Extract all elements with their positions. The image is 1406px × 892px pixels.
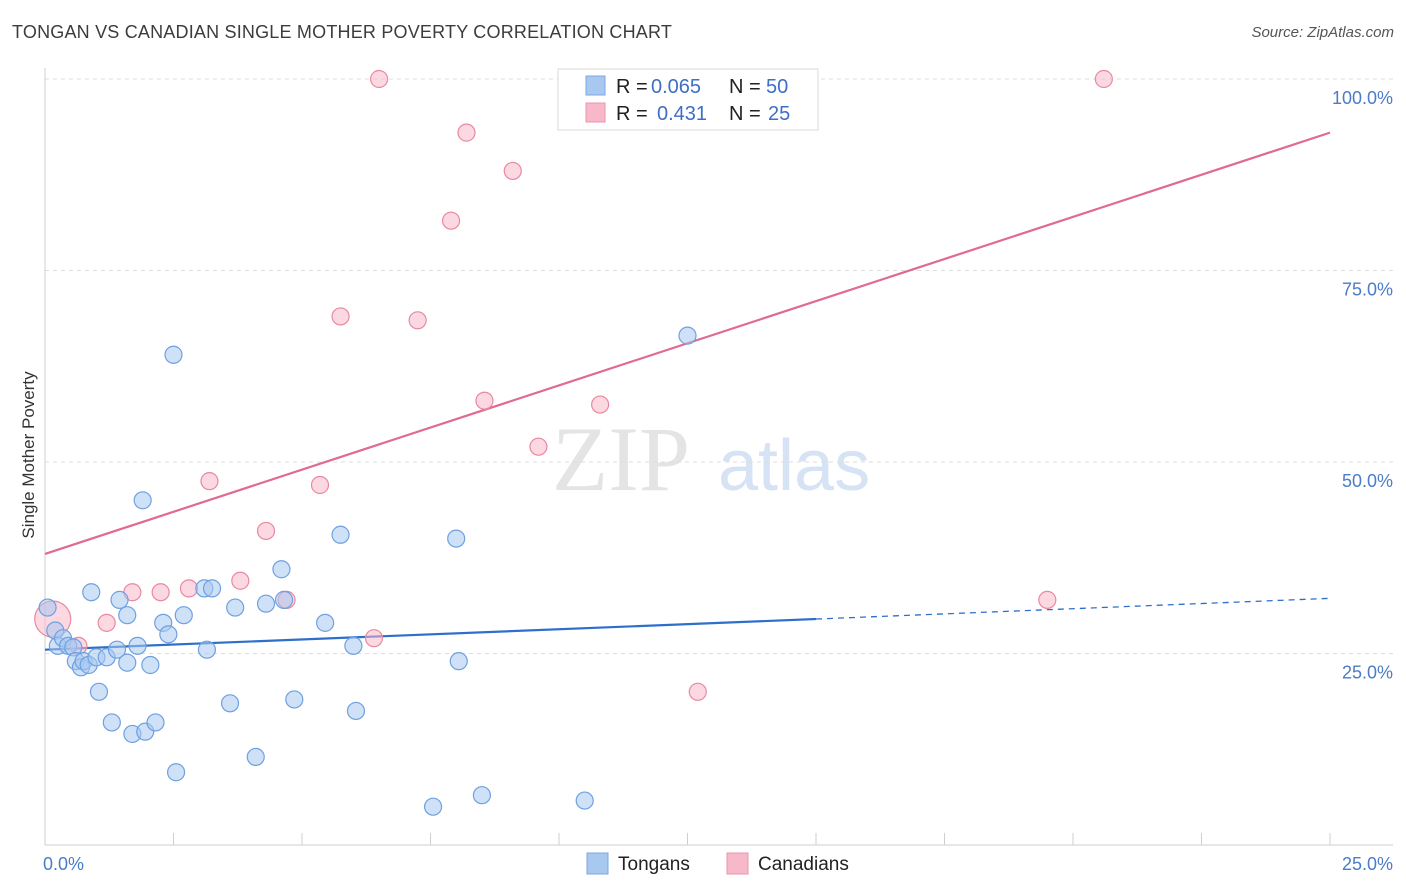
legend-n-value-canadians: 25 [768,103,790,125]
legend-n-label-canadians: N = [729,103,761,125]
bottom-legend: Tongans Canadians [586,852,849,875]
legend-r-label-tongans: R = [616,76,648,98]
point-tongans [107,640,127,659]
bottom-legend-label-canadians: Canadians [758,854,849,875]
legend-r-value-canadians: 0.431 [657,103,707,125]
point-canadians [441,211,461,230]
trend-line-extension-tongans [815,597,1331,620]
legend-r-value-tongans: 0.065 [651,76,701,98]
point-tongans [133,491,152,510]
point-tongans [423,797,443,816]
point-tongans [174,606,193,625]
point-canadians [457,123,476,142]
point-canadians [591,395,610,414]
point-tongans [118,653,137,672]
point-canadians [370,69,389,89]
point-tongans [274,590,294,609]
point-tongans [285,690,304,709]
point-tongans [346,701,366,721]
point-tongans [202,579,222,598]
y-tick-label: 100.0% [1332,88,1393,108]
point-canadians [151,583,170,602]
point-canadians [231,571,250,590]
legend-swatch-tongans [585,75,606,96]
point-tongans [272,560,291,579]
point-canadians [1038,590,1057,609]
point-canadians [364,629,384,648]
point-tongans [197,640,217,659]
x-tick-labels: 0.0% 25.0% [43,854,1393,874]
data-points [34,69,1113,816]
point-tongans [344,636,363,655]
point-tongans [146,713,165,732]
point-canadians [1094,69,1113,89]
legend-n-value-tongans: 50 [766,76,788,98]
axes [44,68,1393,846]
point-canadians [475,391,494,410]
point-tongans [678,326,697,345]
point-canadians [256,521,276,541]
x-tick-label-min: 0.0% [43,854,84,874]
watermark-zip: ZIP [552,408,690,510]
y-axis-label: Single Mother Poverty [19,371,38,539]
grid-lines [45,78,1393,654]
legend-swatch-canadians [585,102,606,123]
y-tick-label: 50.0% [1342,471,1393,491]
chart-title: TONGAN VS CANADIAN SINGLE MOTHER POVERTY… [12,22,673,42]
point-tongans [164,345,183,364]
point-canadians [529,437,548,456]
legend-n-label-tongans: N = [729,76,761,98]
point-tongans [316,613,335,632]
bottom-legend-swatch-tongans [586,852,609,875]
point-tongans [110,590,129,609]
point-tongans [38,598,57,617]
point-tongans [256,594,276,613]
bottom-legend-swatch-canadians [726,852,749,875]
point-tongans [159,625,178,644]
point-canadians [97,613,116,632]
point-canadians [179,579,199,598]
point-canadians [688,682,707,701]
point-tongans [575,791,594,810]
point-tongans [166,763,186,782]
point-canadians [331,307,350,326]
point-tongans [220,694,240,713]
trend-line-tongans [44,617,817,651]
y-tick-label: 75.0% [1342,280,1393,300]
y-tick-labels: 25.0% 50.0% 75.0% 100.0% [1332,88,1393,683]
legend: R = 0.065 N = 50 R = 0.431 N = 25 [557,68,819,131]
point-tongans [246,747,265,767]
point-tongans [128,636,147,655]
point-tongans [102,713,121,732]
point-tongans [226,598,245,617]
point-tongans [141,655,160,675]
point-tongans [118,606,137,625]
source-attribution: Source: ZipAtlas.com [1251,24,1394,41]
point-canadians [310,475,330,495]
bottom-legend-label-tongans: Tongans [618,854,690,875]
point-tongans [447,529,466,548]
legend-r-label-canadians: R = [616,103,648,125]
x-tick-label-max: 25.0% [1342,854,1393,874]
point-tongans [82,583,101,602]
point-tongans [449,652,468,671]
point-tongans [89,682,109,701]
point-canadians [503,161,522,181]
y-tick-label: 25.0% [1342,663,1393,683]
watermark-atlas: atlas [718,426,870,506]
point-canadians [408,311,427,330]
point-canadians [200,472,219,491]
point-tongans [472,786,491,805]
point-tongans [331,525,350,544]
